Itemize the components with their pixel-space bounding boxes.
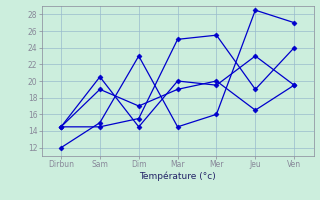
X-axis label: Température (°c): Température (°c): [139, 172, 216, 181]
